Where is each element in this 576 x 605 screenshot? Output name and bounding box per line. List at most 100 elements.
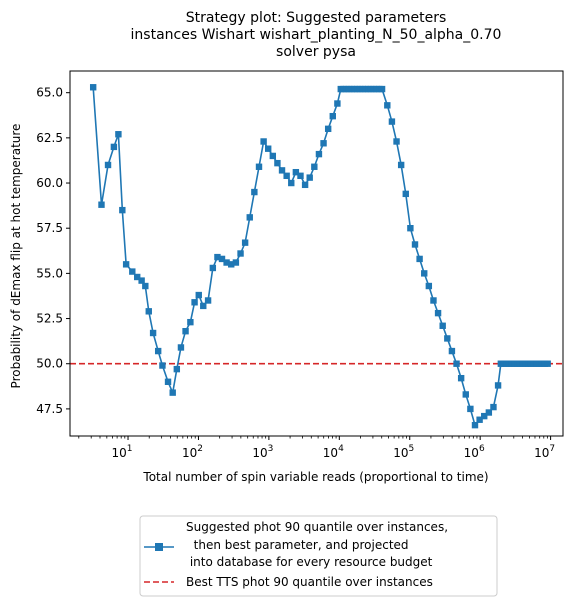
- data-point: [471, 421, 479, 429]
- data-point: [246, 214, 253, 221]
- data-point: [494, 382, 502, 389]
- data-point: [154, 347, 162, 355]
- data-point: [467, 405, 474, 413]
- data-point: [98, 201, 105, 208]
- data-point: [115, 131, 122, 138]
- data-point: [288, 179, 295, 187]
- data-point: [209, 264, 217, 272]
- data-point: [283, 172, 290, 179]
- data-point: [434, 309, 442, 317]
- data-point: [191, 299, 198, 306]
- data-point: [448, 347, 456, 355]
- data-point: [269, 152, 277, 160]
- data-point: [425, 282, 433, 290]
- data-point: [237, 250, 244, 257]
- x-tick-label: 107: [534, 444, 555, 460]
- data-point: [138, 277, 145, 284]
- data-point: [89, 84, 97, 91]
- data-point: [218, 255, 226, 263]
- data-point: [232, 259, 240, 266]
- data-point: [142, 282, 149, 290]
- data-point: [164, 378, 172, 385]
- data-point: [292, 168, 300, 176]
- x-tick-label: 102: [182, 444, 203, 460]
- data-point: [260, 138, 267, 145]
- data-point: [159, 362, 166, 369]
- data-point: [311, 163, 318, 170]
- chart-title-line-2: instances Wishart wishart_planting_N_50_…: [131, 27, 502, 43]
- data-point: [200, 302, 207, 310]
- data-point: [265, 145, 272, 152]
- chart-title-line-1: Strategy plot: Suggested parameters: [186, 10, 447, 26]
- data-point: [393, 138, 400, 145]
- data-point: [187, 318, 194, 326]
- data-point: [324, 125, 332, 133]
- data-point: [177, 344, 185, 351]
- data-point: [228, 261, 235, 268]
- data-point: [195, 291, 202, 299]
- data-point: [444, 335, 451, 342]
- data-point: [223, 259, 230, 266]
- data-point: [297, 172, 304, 179]
- data-point: [544, 360, 551, 367]
- data-point: [301, 181, 309, 189]
- y-tick-label: 65.0: [36, 86, 63, 100]
- data-point: [169, 389, 176, 396]
- data-point: [149, 329, 157, 337]
- data-point: [439, 322, 446, 329]
- data-point: [329, 112, 336, 120]
- data-point: [421, 270, 428, 277]
- legend: Suggested phot 90 quantile over instance…: [139, 515, 498, 597]
- data-point: [241, 239, 249, 246]
- chart-title: Strategy plot: Suggested parameters inst…: [131, 10, 502, 60]
- suggested-series-line: [92, 87, 548, 426]
- data-point: [384, 102, 391, 109]
- x-axis-label: Total number of spin variable reads (pro…: [142, 470, 488, 484]
- data-point: [485, 409, 493, 416]
- data-point: [204, 297, 212, 304]
- data-point: [388, 118, 396, 125]
- x-tick-label: 103: [252, 444, 273, 460]
- data-point: [145, 308, 152, 315]
- data-point: [416, 255, 423, 263]
- data-point: [134, 273, 141, 281]
- y-tick-label: 52.5: [36, 312, 63, 326]
- x-tick-label: 101: [112, 444, 133, 460]
- data-point: [490, 403, 497, 411]
- data-point: [214, 253, 221, 261]
- y-tick-label: 62.5: [36, 131, 63, 145]
- x-tick-label: 105: [393, 444, 414, 460]
- data-point: [251, 188, 258, 196]
- y-axis-label: Probability of dEmax flip at hot tempera…: [9, 124, 23, 389]
- data-point: [306, 174, 313, 181]
- data-point: [122, 261, 130, 268]
- data-point: [476, 416, 483, 423]
- axes-frame: [69, 70, 564, 437]
- data-point: [119, 206, 126, 214]
- y-tick-label: 50.0: [36, 357, 63, 371]
- data-point: [255, 163, 263, 170]
- data-point: [402, 190, 409, 198]
- data-point: [411, 241, 419, 248]
- data-point: [278, 167, 286, 174]
- data-point: [274, 159, 281, 167]
- data-point: [110, 143, 118, 151]
- chart-title-line-3: solver pysa: [276, 44, 356, 60]
- legend-frame: [139, 515, 498, 597]
- y-tick-label: 60.0: [36, 176, 63, 190]
- data-point: [453, 360, 460, 367]
- x-tick-label: 106: [464, 444, 485, 460]
- x-tick-label: 104: [323, 444, 344, 460]
- data-point: [481, 412, 488, 420]
- data-point: [129, 268, 136, 275]
- legend-label-suggested: Suggested phot 90 quantile over instance…: [186, 520, 452, 569]
- y-tick-label: 57.5: [36, 221, 63, 235]
- data-point: [397, 161, 405, 169]
- y-tick-label: 55.0: [36, 266, 63, 280]
- data-point: [315, 150, 323, 158]
- data-point: [173, 365, 181, 373]
- data-point: [462, 391, 469, 398]
- data-point: [430, 297, 437, 304]
- data-point: [334, 100, 341, 107]
